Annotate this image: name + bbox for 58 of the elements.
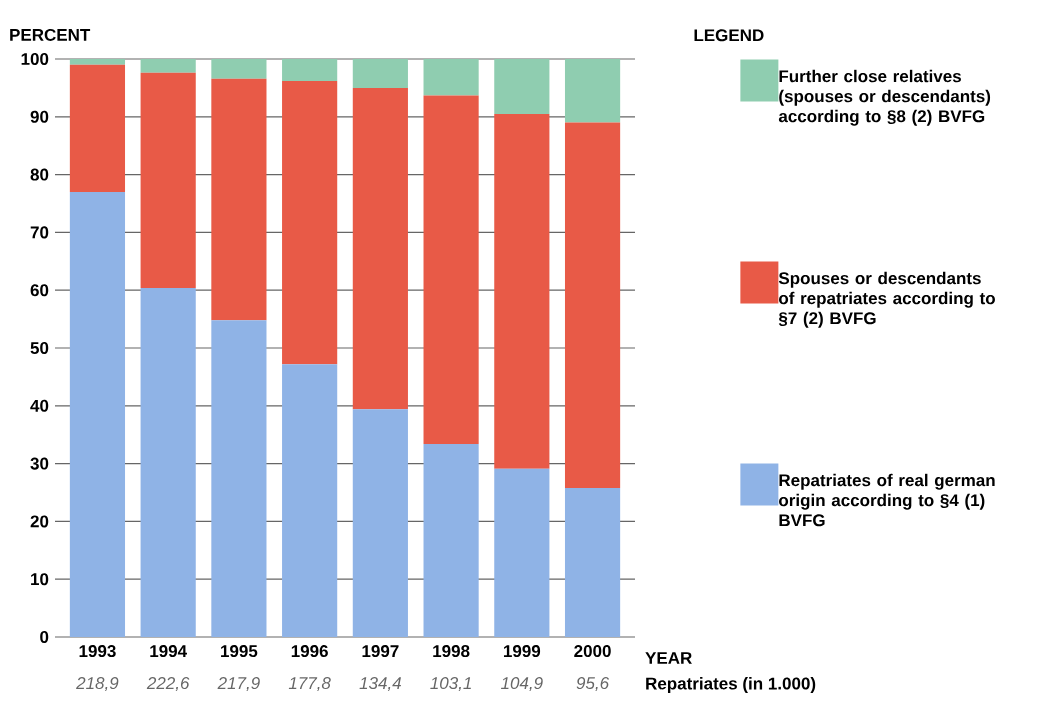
bar (423, 443, 479, 637)
bar (211, 58, 267, 79)
text: 217,9 (217, 677, 260, 692)
bar (140, 58, 196, 73)
text: 218,9 (76, 677, 119, 692)
y-tick-label: 80 (30, 168, 49, 181)
y-tick-label: 30 (30, 457, 49, 470)
bar (140, 72, 196, 288)
bar (564, 58, 621, 123)
y-tick-label: 70 (30, 226, 49, 239)
bar (282, 364, 338, 637)
text: Spouses or descendants of repatriates according to §7 (2) BVFG (778, 271, 995, 328)
bar (352, 409, 408, 637)
text: 104,9 (501, 677, 543, 692)
y-tick-label: 60 (30, 284, 49, 297)
text: Repatriates of real german origin according to §4 (1) BVFG (779, 473, 995, 527)
bar (352, 58, 408, 88)
bar (69, 58, 126, 65)
x-tick-label: 1993 (79, 645, 116, 658)
text: 95,6 (576, 677, 610, 692)
bar (352, 87, 408, 410)
bar (282, 80, 338, 365)
x-tick-label: 2000 (574, 645, 611, 658)
y-axis-title: PERCENT (10, 28, 91, 41)
y-tick-label: 100 (21, 52, 49, 65)
bar (494, 113, 550, 469)
legend-title: LEGEND (694, 29, 764, 42)
text: 103,1 (430, 677, 471, 692)
bar (211, 78, 267, 321)
text: Repatriates (in 1.000) (646, 677, 816, 693)
x-tick-label: 1998 (433, 645, 470, 658)
bar (494, 58, 550, 114)
bar (564, 487, 621, 637)
bar (211, 320, 267, 637)
bar (423, 58, 479, 96)
bar (423, 95, 479, 444)
y-tick-label: 0 (40, 630, 49, 644)
y-tick-label: 40 (30, 399, 49, 412)
x-axis-title: YEAR (645, 652, 692, 664)
x-tick-label: 1995 (221, 645, 258, 658)
bar (564, 122, 621, 488)
text: 177,8 (288, 677, 331, 692)
text: 134,4 (359, 677, 401, 692)
text: 222,6 (146, 677, 190, 692)
bar (140, 287, 196, 637)
y-tick-label: 10 (31, 573, 49, 586)
x-tick-label: 1996 (291, 645, 328, 658)
x-tick-label: 1994 (150, 645, 187, 658)
x-tick-label: 1999 (503, 645, 541, 658)
bar (282, 58, 338, 81)
bar (69, 191, 126, 637)
bar (69, 64, 126, 192)
y-tick-label: 90 (30, 110, 49, 123)
x-tick-label: 1997 (362, 645, 399, 658)
y-tick-label: 50 (30, 341, 49, 354)
text: Further close relatives (spouses or descendants) according to §8 (2) BVFG (778, 69, 991, 126)
bar (494, 468, 550, 637)
y-tick-label: 20 (30, 515, 49, 528)
